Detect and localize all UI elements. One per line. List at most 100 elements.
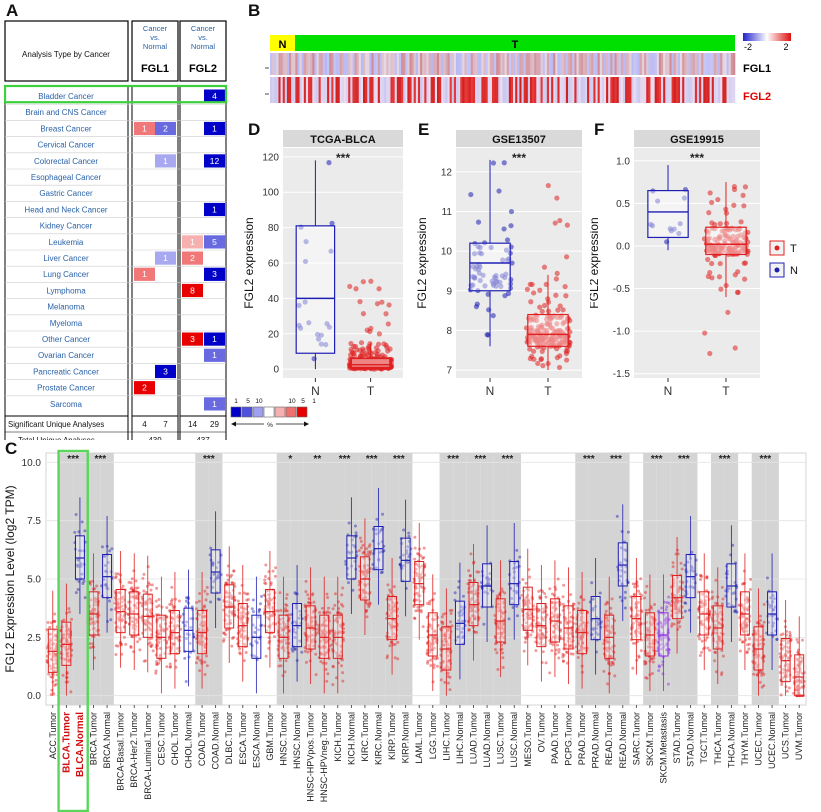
heatmap-cell-fgl1 bbox=[532, 53, 535, 75]
heatmap-cell-fgl2 bbox=[396, 77, 400, 103]
data-point bbox=[318, 332, 324, 338]
heatmap-cell-fgl2 bbox=[559, 77, 562, 103]
fold-change-cell bbox=[155, 121, 176, 136]
data-point bbox=[243, 642, 247, 646]
data-point bbox=[360, 569, 364, 573]
data-point bbox=[365, 345, 371, 351]
data-point bbox=[67, 644, 71, 648]
data-point bbox=[238, 591, 242, 595]
data-point bbox=[203, 660, 207, 664]
heatmap-cell-fgl2 bbox=[329, 77, 332, 103]
data-point bbox=[333, 629, 337, 633]
data-point bbox=[310, 619, 314, 623]
data-point bbox=[204, 654, 208, 658]
data-point bbox=[331, 607, 335, 611]
data-point bbox=[545, 308, 552, 314]
heatmap-cell-fgl2 bbox=[631, 77, 634, 103]
y-tick-label: -1.0 bbox=[613, 327, 631, 338]
heatmap-cell-fgl2 bbox=[582, 77, 586, 103]
data-point bbox=[121, 608, 125, 612]
data-point bbox=[218, 598, 222, 602]
data-point bbox=[280, 639, 284, 643]
data-point bbox=[337, 653, 341, 657]
x-tick-label: STAD.Tumor bbox=[672, 712, 682, 764]
heatmap-cell-fgl2 bbox=[291, 77, 294, 103]
data-point bbox=[576, 656, 580, 660]
data-point bbox=[697, 637, 701, 641]
data-point bbox=[335, 651, 339, 655]
data-point bbox=[162, 618, 166, 622]
heatmap-cell-fgl1 bbox=[415, 53, 419, 75]
data-point bbox=[385, 321, 391, 327]
heatmap-cell-fgl1 bbox=[542, 53, 546, 75]
data-point bbox=[533, 312, 539, 318]
significance-label: *** bbox=[512, 151, 526, 165]
data-point bbox=[203, 604, 207, 608]
data-point bbox=[273, 635, 277, 639]
heatmap-cell-fgl2 bbox=[515, 77, 518, 103]
data-point bbox=[553, 292, 559, 298]
cancer-name: Gastric Cancer bbox=[39, 189, 93, 198]
data-point bbox=[53, 652, 57, 656]
data-point bbox=[184, 605, 188, 609]
heatmap-cell-fgl2 bbox=[730, 77, 734, 103]
data-point bbox=[189, 616, 193, 620]
data-point bbox=[135, 596, 139, 600]
data-point bbox=[304, 579, 308, 583]
y-tick-label: 0.0 bbox=[616, 241, 630, 252]
data-point bbox=[740, 192, 746, 198]
scale-max: 2 bbox=[783, 42, 788, 52]
data-point bbox=[364, 609, 368, 613]
heatmap-cell-fgl1 bbox=[601, 53, 605, 75]
data-point bbox=[419, 610, 423, 614]
y-tick-label: 0.5 bbox=[616, 199, 630, 210]
data-point bbox=[441, 620, 445, 624]
heatmap-cell-fgl2 bbox=[470, 77, 474, 103]
data-point bbox=[279, 608, 283, 612]
data-point bbox=[216, 576, 220, 580]
heatmap-cell-fgl1 bbox=[363, 53, 366, 75]
heatmap-cell-fgl2 bbox=[413, 77, 417, 103]
data-point bbox=[557, 656, 561, 660]
data-point bbox=[381, 341, 387, 347]
data-point bbox=[508, 223, 514, 229]
data-point bbox=[189, 626, 193, 630]
data-point bbox=[365, 609, 369, 613]
data-point bbox=[53, 619, 57, 623]
data-point bbox=[722, 238, 728, 244]
fold-change-cell bbox=[204, 332, 225, 346]
y-axis-label: FGL2 expression bbox=[590, 217, 601, 308]
data-point bbox=[610, 597, 614, 601]
heatmap-cell-fgl2 bbox=[650, 77, 653, 103]
data-point bbox=[203, 645, 207, 649]
data-point bbox=[225, 627, 229, 631]
x-tick-label: LAML.Tumor bbox=[414, 712, 424, 764]
data-point bbox=[244, 651, 248, 655]
data-point bbox=[155, 605, 159, 609]
data-point bbox=[541, 264, 548, 270]
data-point bbox=[66, 647, 70, 651]
data-point bbox=[278, 658, 282, 662]
data-point bbox=[121, 584, 125, 588]
cancer-name: Lymphoma bbox=[46, 286, 86, 295]
data-point bbox=[639, 577, 643, 581]
data-point bbox=[49, 667, 53, 671]
data-point bbox=[374, 353, 380, 360]
heatmap-cell-fgl2 bbox=[625, 77, 628, 103]
data-point bbox=[374, 301, 381, 307]
data-point bbox=[531, 348, 537, 354]
heatmap-cell-fgl2 bbox=[289, 77, 292, 103]
box bbox=[647, 189, 689, 239]
heatmap-cell-fgl2 bbox=[572, 77, 575, 103]
data-point bbox=[387, 621, 391, 625]
heatmap-cell-fgl1 bbox=[603, 53, 607, 75]
data-point bbox=[504, 237, 511, 243]
data-point bbox=[545, 336, 551, 342]
data-point bbox=[613, 674, 617, 678]
data-point bbox=[238, 647, 242, 651]
heatmap-cell-fgl2 bbox=[301, 77, 305, 103]
data-point bbox=[136, 586, 140, 590]
data-point bbox=[230, 603, 234, 607]
data-point bbox=[676, 230, 682, 237]
heatmap-cell-fgl1 bbox=[559, 53, 562, 75]
